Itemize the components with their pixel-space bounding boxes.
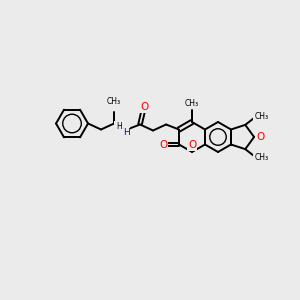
Text: H: H [123,128,129,137]
Text: CH₃: CH₃ [107,97,121,106]
Text: O: O [256,132,264,142]
Text: H: H [116,122,122,131]
Text: O: O [159,140,167,149]
Text: CH₃: CH₃ [254,153,268,162]
Text: O: O [140,101,148,112]
Text: O: O [188,140,196,150]
Text: CH₃: CH₃ [185,100,199,109]
Text: CH₃: CH₃ [254,112,268,122]
Text: N: N [115,122,123,133]
